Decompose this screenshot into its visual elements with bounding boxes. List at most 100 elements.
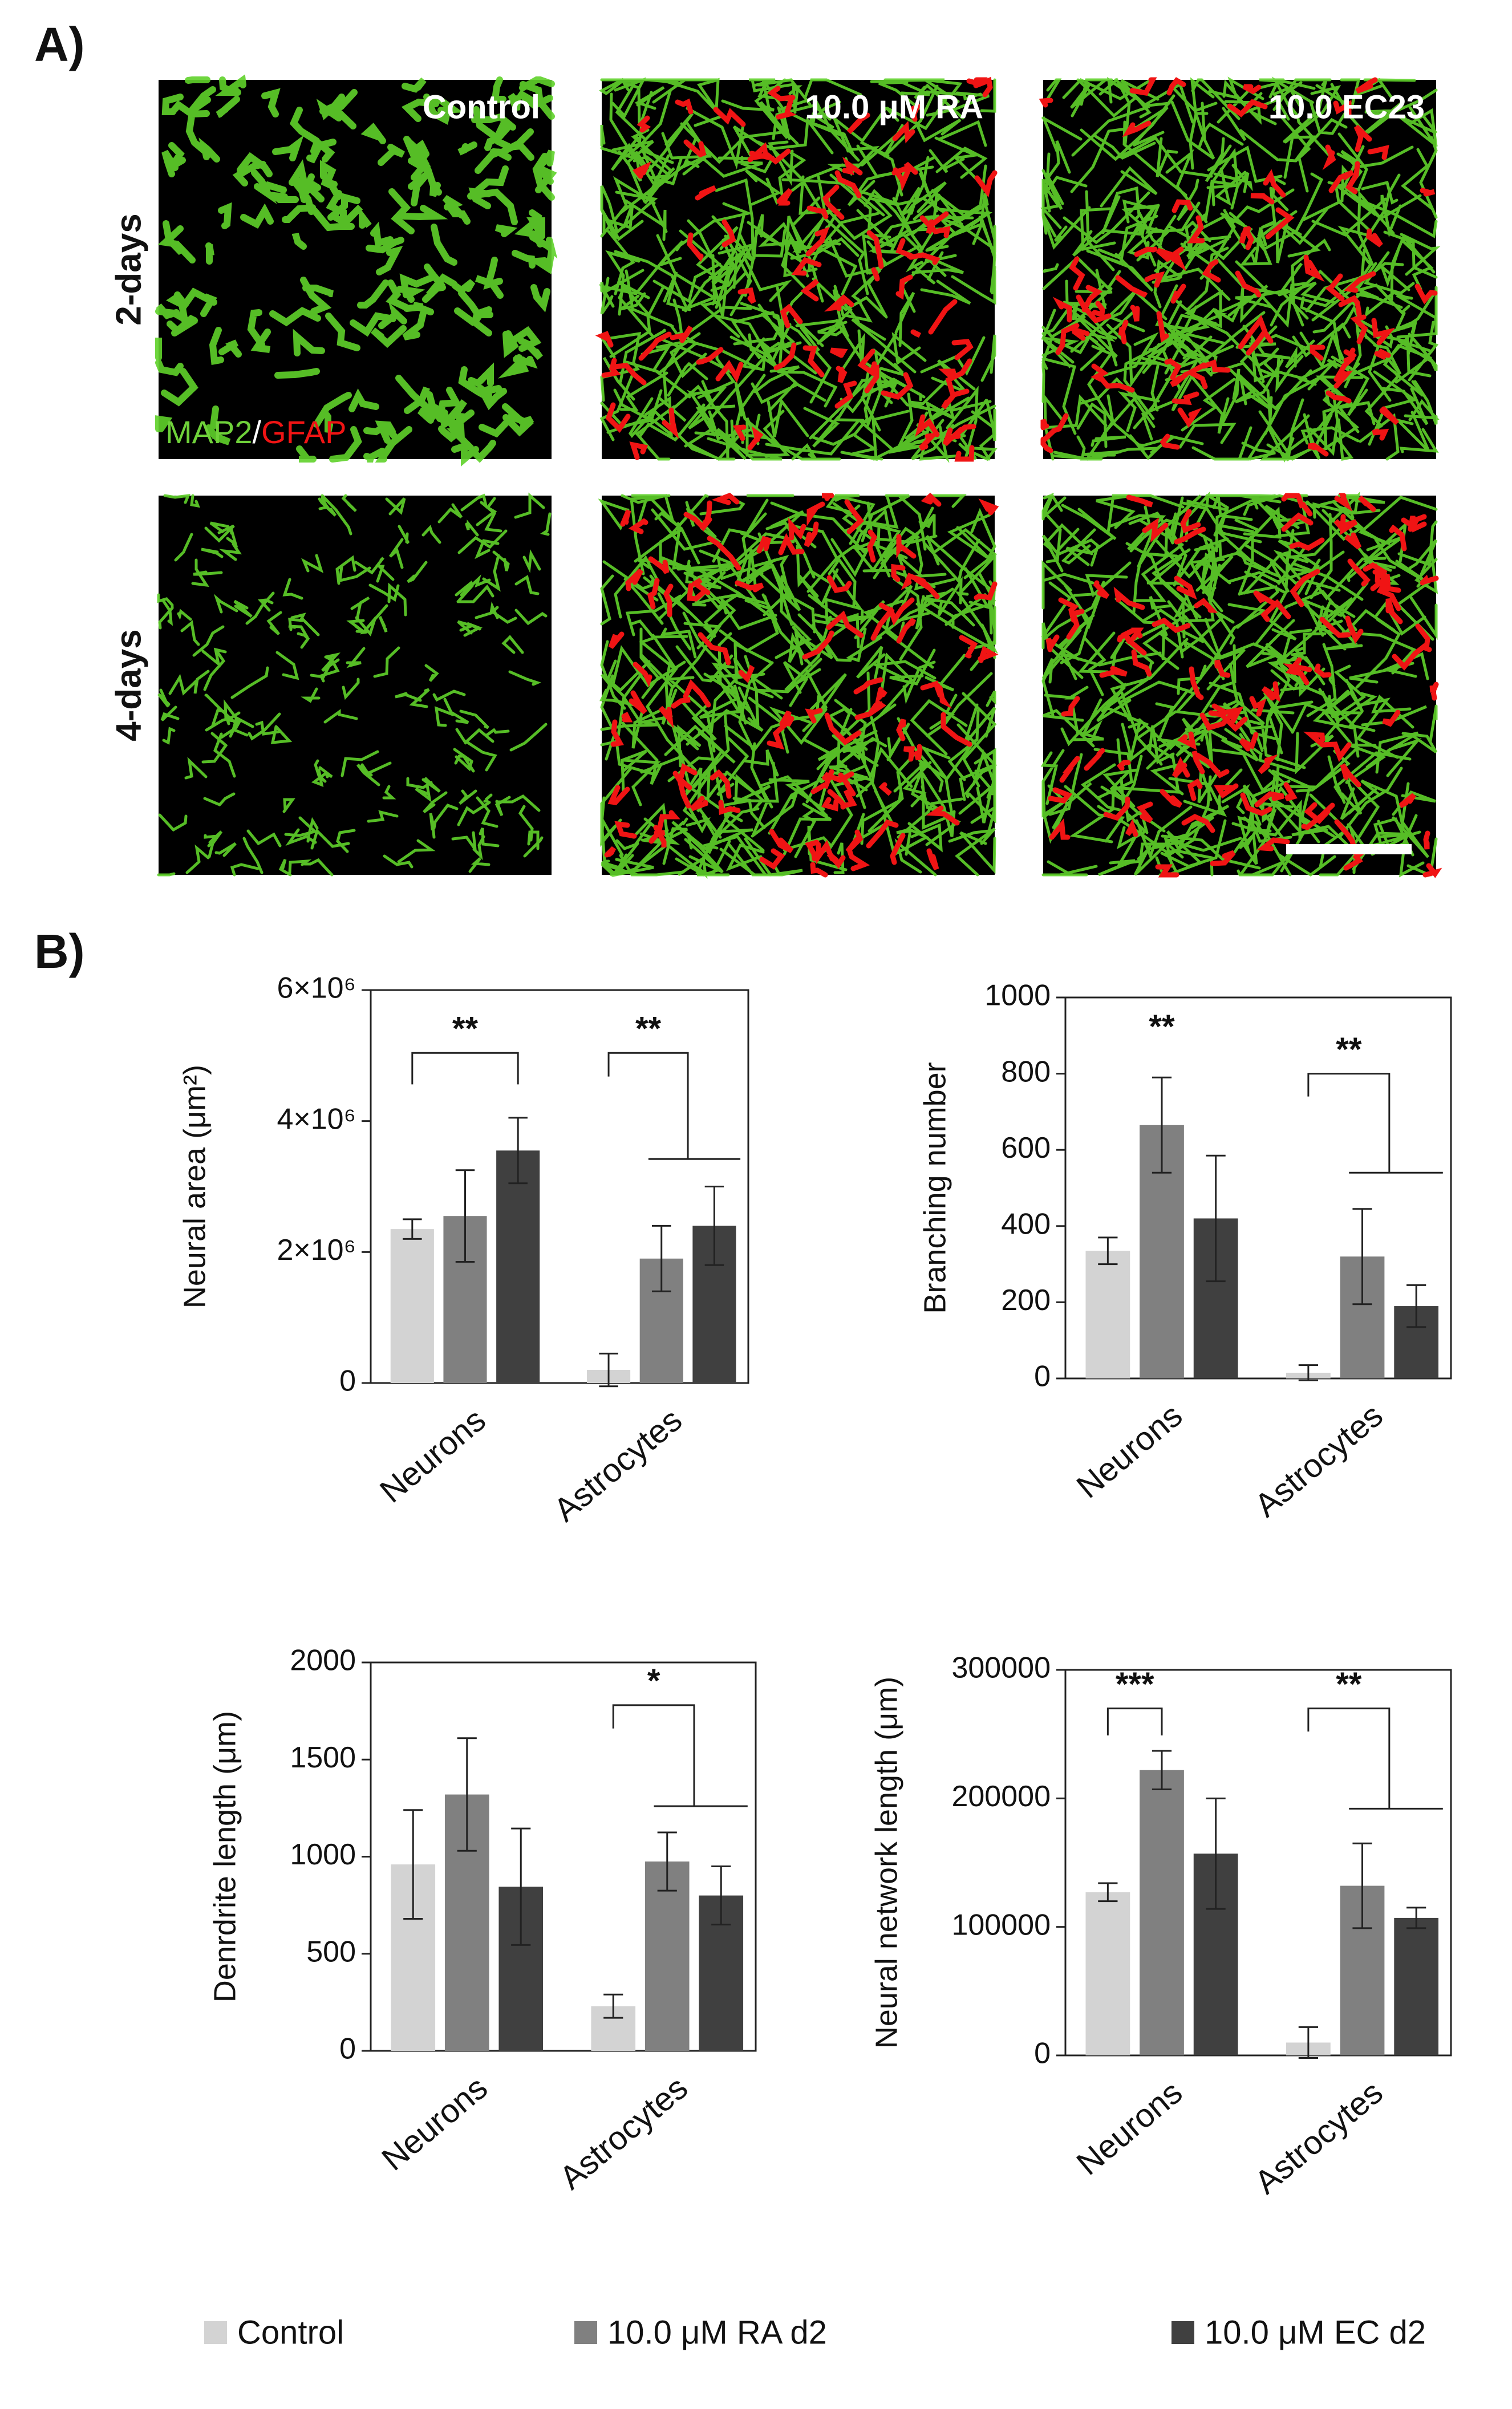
y-tick-label: 600	[1001, 1132, 1051, 1165]
error-bar	[1406, 1284, 1426, 1328]
column-label: 10.0 μM RA	[805, 88, 983, 125]
bar	[496, 1150, 540, 1383]
error-bar	[1406, 1907, 1426, 1929]
bar	[1394, 1917, 1439, 2055]
x-tick-label: Neurons	[375, 2069, 494, 2178]
error-bar	[711, 1865, 731, 1926]
scale-bar	[1286, 844, 1412, 854]
significance-label: ***	[1116, 1666, 1154, 1703]
row-label: 4-days	[109, 629, 148, 741]
y-tick-label: 0	[1034, 1360, 1051, 1393]
significance-label: **	[1336, 1031, 1362, 1068]
error-bar	[455, 1169, 475, 1263]
stain-name: MAP2	[165, 414, 253, 450]
error-bar	[403, 1218, 422, 1240]
bar	[1140, 1770, 1184, 2055]
legend-label: 10.0 μM RA d2	[607, 2314, 827, 2351]
error-bar	[599, 1352, 618, 1388]
significance-bracket	[411, 1052, 519, 1085]
legend-label: Control	[237, 2314, 344, 2351]
error-bar	[1098, 1882, 1118, 1903]
error-bar	[704, 1186, 724, 1266]
y-tick-label: 300000	[951, 1652, 1051, 1685]
legend-swatch	[204, 2321, 227, 2344]
significance-label: *	[647, 1662, 660, 1700]
astrocyte-stain	[1039, 77, 1438, 457]
y-tick-label: 6×10⁶	[277, 972, 356, 1005]
error-bar	[511, 1827, 531, 1946]
error-bar	[457, 1737, 477, 1852]
neuron-stain	[157, 492, 552, 877]
error-bar	[603, 1993, 623, 2019]
stain-name: GFAP	[261, 414, 346, 450]
significance-bracket	[1307, 1073, 1443, 1174]
significance-label: **	[1336, 1666, 1362, 1703]
plot-frame	[370, 989, 749, 1384]
panel-label: A)	[34, 18, 85, 71]
neuron-stain	[598, 493, 998, 879]
y-axis-title: Denrdrite length (μm)	[208, 1711, 242, 2002]
significance-label: **	[635, 1011, 662, 1048]
error-bar	[1352, 1208, 1372, 1305]
legend-swatch	[574, 2321, 597, 2344]
astrocyte-stain	[595, 76, 998, 462]
plot-frame	[1064, 996, 1452, 1380]
x-tick-label: Neurons	[1069, 2074, 1189, 2183]
y-tick-label: 100000	[951, 1908, 1051, 1941]
y-tick-label: 500	[306, 1935, 356, 1968]
bar	[1085, 1892, 1130, 2055]
x-tick-label: Neurons	[1069, 1397, 1189, 1506]
y-tick-label: 400	[1001, 1208, 1051, 1241]
error-bar	[1152, 1750, 1172, 1791]
error-bar	[1098, 1236, 1118, 1266]
significance-label: **	[452, 1011, 479, 1048]
y-tick-label: 0	[339, 2033, 356, 2066]
astrocyte-stain	[604, 492, 999, 878]
y-tick-label: 2000	[290, 1644, 356, 1677]
panel-label: B)	[34, 924, 85, 978]
y-tick-label: 1000	[984, 979, 1051, 1012]
significance-bracket	[607, 1052, 741, 1160]
significance-bracket	[1106, 1708, 1163, 1735]
significance-bracket	[1307, 1708, 1443, 1810]
bar	[390, 1229, 434, 1383]
x-tick-label: Astrocytes	[1248, 2074, 1390, 2201]
y-tick-label: 800	[1001, 1055, 1051, 1088]
neuron-stain	[155, 74, 558, 467]
neuron-stain	[1040, 76, 1441, 463]
y-tick-label: 0	[339, 1365, 356, 1398]
y-tick-label: 1000	[290, 1838, 356, 1871]
x-tick-label: Astrocytes	[553, 2069, 695, 2197]
x-tick-label: Neurons	[373, 1401, 493, 1510]
error-bar	[1352, 1842, 1372, 1929]
y-tick-label: 0	[1034, 2037, 1051, 2070]
row-label: 2-days	[109, 213, 148, 325]
stain-legend: MAP2/GFAP	[165, 414, 346, 450]
legend-label: 10.0 μM EC d2	[1205, 2314, 1426, 2351]
significance-bracket	[612, 1704, 748, 1807]
y-tick-label: 200000	[951, 1780, 1051, 1813]
y-axis-title: Branching number	[918, 1062, 952, 1313]
legend-swatch	[1172, 2321, 1194, 2344]
x-tick-label: Astrocytes	[547, 1401, 689, 1529]
y-tick-label: 2×10⁶	[277, 1234, 356, 1267]
y-axis-title: Neural network length (μm)	[869, 1677, 903, 2049]
error-bar	[651, 1224, 671, 1292]
error-bar	[1298, 2026, 1318, 2059]
y-tick-label: 4×10⁶	[277, 1102, 356, 1135]
significance-label: **	[1149, 1008, 1175, 1045]
error-bar	[403, 1809, 423, 1920]
x-tick-label: Astrocytes	[1248, 1397, 1390, 1524]
column-label: 10.0 EC23	[1268, 88, 1425, 125]
y-tick-label: 1500	[290, 1741, 356, 1774]
error-bar	[1298, 1364, 1318, 1381]
plot-frame	[1064, 1669, 1452, 2057]
column-label: Control	[423, 88, 540, 125]
error-bar	[657, 1831, 677, 1892]
stain-name: /	[253, 414, 262, 450]
y-axis-title: Neural area (μm²)	[177, 1065, 212, 1308]
y-tick-label: 200	[1001, 1284, 1051, 1317]
bar	[1085, 1251, 1130, 1378]
